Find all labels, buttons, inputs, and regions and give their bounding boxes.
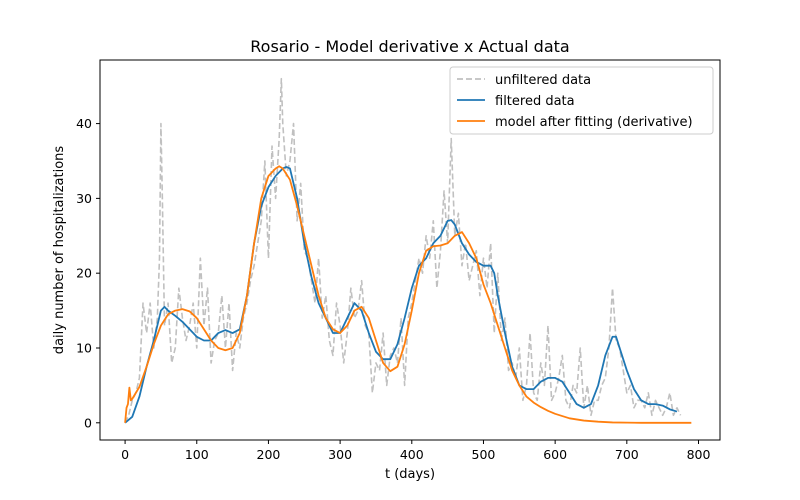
x-tick-label: 200 bbox=[257, 447, 281, 462]
plot-frame bbox=[99, 59, 721, 441]
series-filtered-line bbox=[124, 166, 678, 424]
y-tick-label: 40 bbox=[76, 116, 92, 131]
y-tick-label: 10 bbox=[76, 340, 92, 355]
y-tick-label: 0 bbox=[84, 415, 92, 430]
x-tick-label: 700 bbox=[615, 447, 639, 462]
legend-box bbox=[449, 66, 714, 135]
x-tick-label: 0 bbox=[121, 447, 129, 462]
x-tick-label: 400 bbox=[400, 447, 424, 462]
y-axis-label: daily number of hospitalizations bbox=[52, 146, 67, 355]
x-tick-label: 800 bbox=[687, 447, 711, 462]
x-tick-label: 300 bbox=[328, 447, 352, 462]
series-unfiltered-line bbox=[124, 77, 682, 424]
legend: unfiltered data filtered data model afte… bbox=[449, 66, 714, 135]
y-axis: 0 10 20 30 40 bbox=[76, 116, 100, 430]
legend-label-model: model after fitting (derivative) bbox=[495, 115, 693, 130]
x-axis-label: t (days) bbox=[385, 467, 435, 482]
x-tick-label: 100 bbox=[185, 447, 209, 462]
chart-title: Rosario - Model derivative x Actual data bbox=[250, 37, 569, 56]
legend-label-filtered: filtered data bbox=[495, 94, 575, 109]
legend-label-unfiltered: unfiltered data bbox=[495, 73, 591, 88]
x-axis: 0 100 200 300 400 500 600 700 800 bbox=[121, 440, 710, 462]
x-tick-label: 500 bbox=[472, 447, 496, 462]
y-tick-label: 20 bbox=[76, 266, 92, 281]
x-tick-label: 600 bbox=[543, 447, 567, 462]
y-tick-label: 30 bbox=[76, 191, 92, 206]
series-model-line bbox=[124, 165, 692, 424]
